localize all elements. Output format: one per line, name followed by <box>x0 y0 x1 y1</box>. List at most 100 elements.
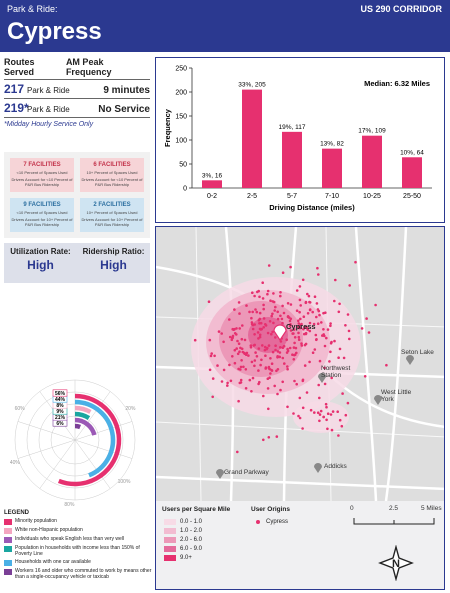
origin-dot <box>273 384 276 388</box>
radial-arc <box>74 417 97 436</box>
station-marker-icon[interactable] <box>216 469 224 479</box>
origin-dot <box>261 297 265 300</box>
origin-dot <box>220 332 223 335</box>
origin-dot <box>292 328 296 331</box>
station-marker-icon[interactable] <box>406 355 414 365</box>
origin-dot <box>289 265 292 269</box>
origin-dot <box>213 354 216 358</box>
origin-dot <box>323 366 326 370</box>
utilization-label: Utilization Rate: <box>10 247 71 256</box>
radial-arc <box>74 411 91 421</box>
radial-spoke <box>74 439 111 489</box>
origin-dot <box>286 302 290 305</box>
legend-item: Households with one car available <box>4 559 154 566</box>
radial-arc <box>74 399 116 478</box>
bar <box>282 131 302 188</box>
origin-dot <box>325 405 328 409</box>
origin-dot <box>276 310 279 314</box>
density-bin: 0.0 - 1.0 <box>164 519 202 525</box>
origin-dot <box>256 331 260 334</box>
user-origin-map[interactable]: Cypress Northwest Station Seton Lake Wes… <box>155 226 445 590</box>
station-marker-icon[interactable] <box>314 463 322 473</box>
station-marker-icon[interactable] <box>374 395 382 405</box>
origin-dot <box>283 362 286 365</box>
origin-dot <box>270 362 274 365</box>
radial-value-label: 21% <box>55 415 66 421</box>
route-row: 219* Park & Ride No Service <box>4 99 150 118</box>
origin-dot <box>233 348 237 352</box>
origin-dot <box>325 418 328 422</box>
radial-spoke <box>17 421 76 441</box>
origin-dot <box>228 335 232 339</box>
origin-dot <box>211 377 215 380</box>
x-tick-label: 10-25 <box>363 193 381 200</box>
route-number: 217 <box>4 82 25 96</box>
origin-dot <box>274 336 277 339</box>
origin-dot <box>245 304 248 307</box>
origin-dot <box>280 317 284 321</box>
origin-dot <box>337 356 340 359</box>
map-label-northwest-station: Northwest Station <box>321 365 351 380</box>
origin-dot <box>281 304 284 308</box>
origin-dot <box>337 434 340 437</box>
route-type: Park & Ride <box>27 105 70 114</box>
y-axis-label: Frequency <box>163 108 172 147</box>
origin-dot <box>295 382 298 386</box>
map-legend: Users per Square Mile 0.0 - 1.0 1.0 - 2.… <box>156 501 444 589</box>
origin-dot <box>208 338 212 342</box>
origin-dot <box>259 363 262 367</box>
origin-dot <box>289 329 293 332</box>
origin-dot <box>278 351 282 354</box>
origin-dot <box>253 359 257 362</box>
road <box>156 421 444 438</box>
origin-dot <box>251 310 254 314</box>
origin-dot <box>272 321 275 325</box>
origin-dot <box>281 380 284 384</box>
density-bin-label: 6.0 - 9.0 <box>180 546 203 552</box>
density-bin-label: 1.0 - 2.0 <box>180 528 203 534</box>
cypress-station-icon[interactable] <box>273 324 287 342</box>
origin-dot <box>302 327 305 331</box>
header-kicker: Park & Ride: <box>7 4 58 14</box>
map-label-addicks: Addicks <box>324 463 347 470</box>
origin-dot <box>298 285 302 288</box>
demographic-legend: LEGEND Minority population White non-His… <box>4 510 154 582</box>
origin-dot <box>238 350 241 353</box>
radial-arc <box>74 423 81 430</box>
origin-dot <box>281 346 285 349</box>
origin-dot <box>308 301 312 304</box>
origin-dot <box>292 346 296 349</box>
compass-rose <box>378 545 414 581</box>
origin-dot <box>298 396 302 400</box>
legend-swatch <box>4 546 12 552</box>
origin-dot <box>331 410 335 413</box>
origin-dot <box>341 392 344 395</box>
density-bin: 6.0 - 9.0 <box>164 546 202 552</box>
x-tick-label: 5-7 <box>287 193 297 200</box>
origin-dot <box>354 260 357 264</box>
bar-data-label: 3%, 16 <box>202 172 223 179</box>
origin-dot <box>262 303 265 307</box>
origin-dot <box>336 410 339 413</box>
origin-dot <box>298 298 302 302</box>
radial-value-label: 56% <box>55 391 66 397</box>
facility-title: 9 FACILITIES <box>23 202 61 208</box>
bar-data-label: 19%, 117 <box>279 124 306 131</box>
origin-dot <box>286 315 290 319</box>
origin-dot <box>241 324 244 327</box>
origin-dot <box>344 324 347 327</box>
legend-swatch <box>4 528 12 534</box>
radial-spoke <box>74 439 133 459</box>
origin-dot <box>304 301 308 305</box>
legend-swatch <box>4 569 12 575</box>
legend-label: White non-Hispanic population <box>15 527 83 533</box>
origin-dot <box>274 348 277 352</box>
map-canvas[interactable] <box>156 227 445 501</box>
station-marker-icon[interactable] <box>318 373 326 383</box>
origin-dot <box>261 344 264 347</box>
density-bin: 1.0 - 2.0 <box>164 528 202 534</box>
origin-dot <box>257 369 260 372</box>
origin-dot <box>346 401 350 405</box>
median-annotation: Median: 6.32 Miles <box>364 79 430 88</box>
radial-value-label: 6% <box>56 421 64 427</box>
